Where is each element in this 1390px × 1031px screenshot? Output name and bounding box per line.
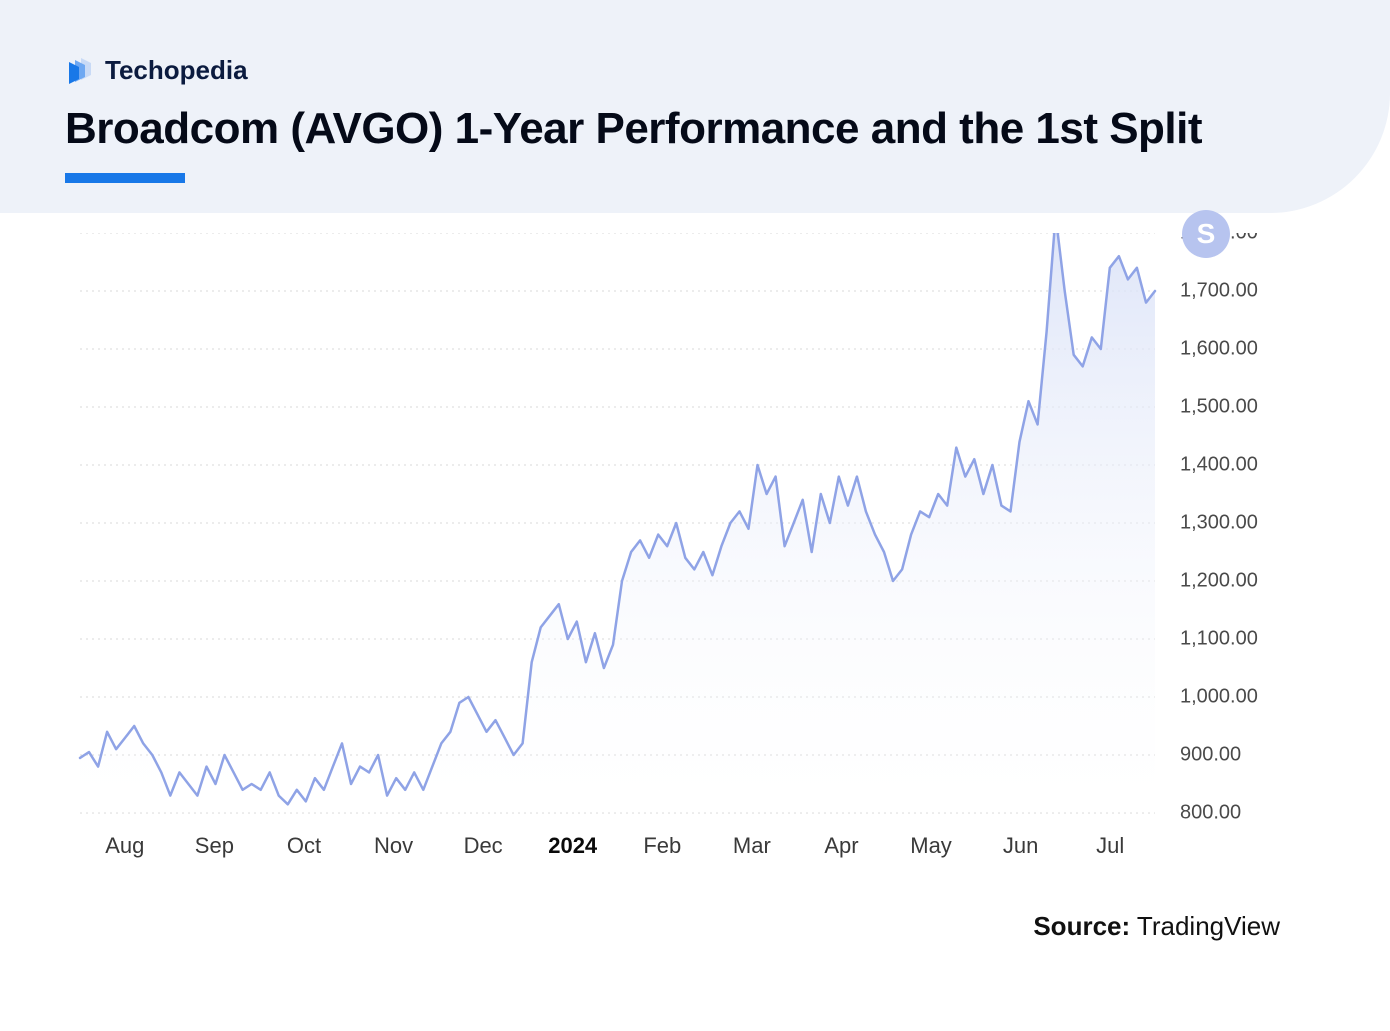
svg-text:1,500.00: 1,500.00	[1180, 395, 1258, 417]
svg-text:1,300.00: 1,300.00	[1180, 511, 1258, 533]
line-chart: 800.00 900.00 1,000.00 1,100.00 1,200.00 1,30…	[60, 233, 1330, 893]
source-label: Source:	[1033, 911, 1130, 941]
svg-text:Sep: Sep	[195, 833, 234, 858]
svg-text:Dec: Dec	[464, 833, 503, 858]
svg-text:1,700.00: 1,700.00	[1180, 279, 1258, 301]
header: Techopedia Broadcom (AVGO) 1-Year Perfor…	[0, 0, 1390, 213]
svg-text:1,200.00: 1,200.00	[1180, 569, 1258, 591]
svg-text:Jun: Jun	[1003, 833, 1038, 858]
svg-text:May: May	[910, 833, 952, 858]
chart-area: 800.00 900.00 1,000.00 1,100.00 1,200.00 1,30…	[60, 233, 1330, 893]
svg-text:900.00: 900.00	[1180, 743, 1241, 765]
svg-text:2024: 2024	[548, 833, 598, 858]
chart-title: Broadcom (AVGO) 1-Year Performance and t…	[65, 104, 1325, 155]
svg-text:1,400.00: 1,400.00	[1180, 453, 1258, 475]
svg-text:Feb: Feb	[643, 833, 681, 858]
split-badge-letter: S	[1197, 218, 1216, 250]
svg-text:Jul: Jul	[1096, 833, 1124, 858]
svg-text:Nov: Nov	[374, 833, 413, 858]
svg-text:1,100.00: 1,100.00	[1180, 627, 1258, 649]
svg-text:1,000.00: 1,000.00	[1180, 685, 1258, 707]
title-accent	[65, 173, 185, 183]
logo-icon	[65, 56, 95, 86]
svg-text:Oct: Oct	[287, 833, 321, 858]
brand-logo: Techopedia	[65, 55, 1325, 86]
svg-text:Apr: Apr	[824, 833, 858, 858]
source-value: TradingView	[1137, 911, 1280, 941]
brand-name: Techopedia	[105, 55, 248, 86]
source-attribution: Source: TradingView	[0, 911, 1280, 942]
svg-text:Mar: Mar	[733, 833, 771, 858]
svg-text:800.00: 800.00	[1180, 801, 1241, 823]
svg-text:Aug: Aug	[105, 833, 144, 858]
split-badge: S	[1182, 210, 1230, 258]
svg-text:1,600.00: 1,600.00	[1180, 337, 1258, 359]
